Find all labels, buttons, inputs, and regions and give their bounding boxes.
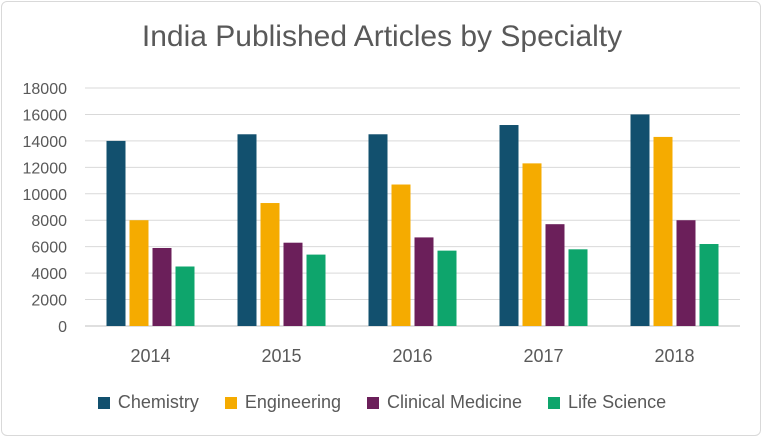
bar-engineering-2015 [260, 203, 280, 326]
bar-chemistry-2014 [106, 140, 126, 326]
y-tick-label: 2000 [31, 293, 67, 310]
bar-engineering-2018 [653, 136, 673, 326]
legend-label: Life Science [568, 392, 667, 412]
bar-clinical-medicine-2017 [545, 224, 565, 326]
legend-swatch [548, 396, 561, 409]
legend-swatch [224, 396, 237, 409]
bar-clinical-medicine-2014 [152, 247, 172, 326]
bar-chemistry-2017 [499, 125, 519, 327]
bar-chemistry-2016 [368, 134, 388, 326]
bar-life-science-2015 [306, 254, 326, 326]
x-tick-label: 2018 [654, 346, 694, 366]
legend-item-life-science: Life Science [548, 392, 666, 413]
bar-life-science-2017 [568, 249, 588, 326]
bar-chemistry-2015 [237, 134, 257, 326]
bar-clinical-medicine-2018 [676, 220, 696, 326]
bar-life-science-2018 [699, 244, 719, 326]
legend-label: Chemistry [117, 392, 199, 412]
bar-clinical-medicine-2015 [283, 242, 303, 326]
legend-label: Clinical Medicine [386, 392, 523, 412]
y-tick-label: 8000 [31, 213, 67, 230]
bar-engineering-2016 [391, 184, 411, 326]
bar-life-science-2014 [175, 266, 195, 326]
legend-swatch [366, 396, 379, 409]
bar-clinical-medicine-2016 [414, 237, 434, 326]
bar-chemistry-2018 [630, 114, 650, 326]
legend-label: Engineering [244, 392, 341, 412]
legend-item-clinical-medicine: Clinical Medicine [366, 392, 523, 413]
y-tick-label: 4000 [31, 266, 67, 283]
x-tick-label: 2014 [130, 346, 170, 366]
x-tick-label: 2016 [392, 346, 432, 366]
bar-life-science-2016 [437, 250, 457, 326]
y-tick-label: 14000 [23, 134, 68, 151]
legend-item-chemistry: Chemistry [97, 392, 199, 413]
x-tick-label: 2017 [523, 346, 563, 366]
legend-swatch [97, 396, 110, 409]
y-tick-label: 18000 [23, 81, 68, 98]
bar-engineering-2017 [522, 163, 542, 326]
y-tick-label: 16000 [23, 107, 68, 124]
chart-title: India Published Articles by Specialty [141, 20, 623, 53]
y-tick-label: 0 [58, 319, 67, 336]
x-tick-label: 2015 [261, 346, 301, 366]
y-tick-label: 12000 [23, 160, 68, 177]
bar-engineering-2014 [129, 220, 149, 326]
y-tick-label: 10000 [23, 187, 68, 204]
legend-item-engineering: Engineering [224, 392, 341, 413]
legend: Chemistry Engineering Clinical Medicine Lif… [0, 392, 764, 413]
y-tick-label: 6000 [31, 240, 67, 257]
